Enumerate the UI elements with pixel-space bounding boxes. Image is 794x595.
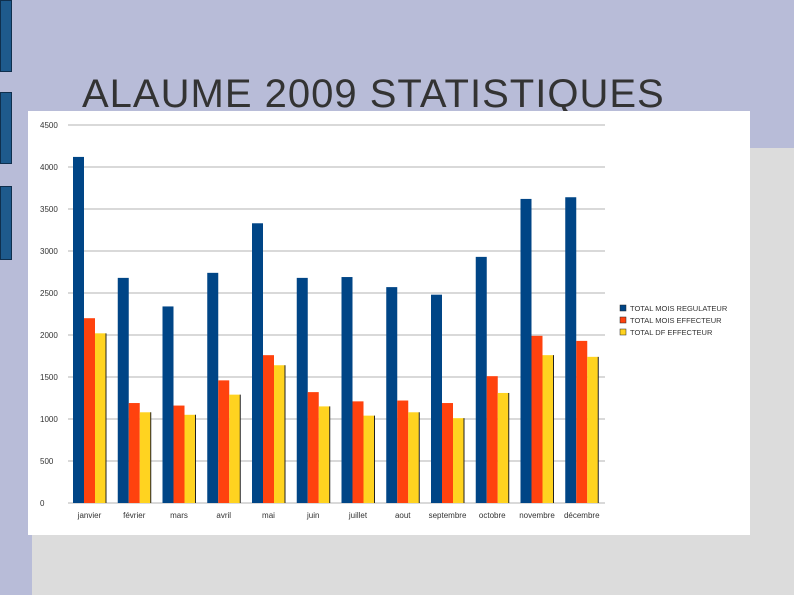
bar [128, 403, 140, 503]
bar [318, 406, 330, 503]
legend-label: TOTAL MOIS EFFECTEUR [630, 316, 722, 325]
legend: TOTAL MOIS REGULATEUR TOTAL MOIS EFFECTEU… [619, 304, 728, 337]
bar [73, 156, 84, 504]
y-tick-label: 3000 [40, 247, 58, 256]
y-tick-label: 2000 [40, 331, 58, 340]
legend-label: TOTAL MOIS REGULATEUR [630, 304, 728, 313]
x-tick-label: mai [262, 511, 275, 520]
y-tick-labels: 0 500 1000 1500 2000 2500 3000 3500 4000 4500 [40, 121, 58, 508]
bar [565, 197, 577, 503]
bar [341, 277, 353, 503]
x-tick-label: novembre [519, 511, 555, 520]
legend-swatch [619, 304, 627, 312]
legend-swatch [619, 328, 627, 336]
x-tick-label: janvier [77, 511, 102, 520]
y-tick-label: 4500 [40, 121, 58, 130]
legend-label: TOTAL DF EFFECTEUR [630, 328, 713, 337]
legend-swatch [619, 316, 627, 324]
x-tick-label: mars [170, 511, 188, 520]
y-tick-label: 4000 [40, 163, 58, 172]
bar [453, 418, 464, 503]
bar [587, 356, 599, 503]
bar [84, 318, 95, 503]
bar [117, 277, 129, 503]
bar [408, 412, 420, 503]
right-gray-panel [750, 148, 794, 595]
x-tick-labels: janvier février mars avril mai juin juillet aou… [77, 511, 600, 520]
bar [497, 392, 509, 503]
bar [207, 272, 219, 503]
gridlines [68, 124, 605, 504]
bar [576, 340, 588, 503]
slide-marker-1 [0, 0, 12, 72]
chart-container: 0 500 1000 1500 2000 2500 3000 3500 4000 4500 jan… [28, 111, 750, 535]
x-tick-label: décembre [564, 511, 600, 520]
slide-title: ALAUME 2009 STATISTIQUES [82, 72, 665, 116]
bar [95, 333, 106, 503]
y-tick-label: 1500 [40, 373, 58, 382]
bar [218, 380, 230, 503]
x-tick-label: juillet [348, 511, 368, 520]
bar [442, 403, 453, 503]
bar [263, 355, 274, 503]
bar [386, 287, 398, 503]
x-tick-label: septembre [429, 511, 467, 520]
x-tick-label: octobre [479, 511, 506, 520]
bar [431, 294, 442, 503]
bar [307, 392, 319, 503]
bar [274, 365, 285, 503]
bar [352, 401, 364, 503]
y-tick-label: 0 [40, 499, 45, 508]
bar [542, 355, 554, 503]
bar [252, 223, 263, 503]
bar [531, 335, 543, 503]
bars [73, 156, 599, 504]
slide-marker-2 [0, 92, 12, 164]
bar [229, 394, 241, 503]
slide-marker-3 [0, 186, 12, 260]
bar [139, 412, 151, 503]
bar [486, 376, 498, 503]
x-tick-label: février [123, 511, 146, 520]
y-tick-label: 3500 [40, 205, 58, 214]
x-tick-label: avril [216, 511, 231, 520]
bar [184, 414, 196, 503]
x-tick-label: aout [395, 511, 411, 520]
bar [397, 400, 409, 503]
bar [162, 306, 174, 503]
bar [296, 277, 308, 503]
bar [363, 415, 375, 503]
bar [520, 198, 532, 504]
bar [173, 405, 185, 503]
y-tick-label: 500 [40, 457, 54, 466]
bar-chart: 0 500 1000 1500 2000 2500 3000 3500 4000 4500 jan… [40, 121, 728, 520]
y-tick-label: 2500 [40, 289, 58, 298]
x-tick-label: juin [306, 511, 319, 520]
y-tick-label: 1000 [40, 415, 58, 424]
bar [475, 256, 487, 503]
